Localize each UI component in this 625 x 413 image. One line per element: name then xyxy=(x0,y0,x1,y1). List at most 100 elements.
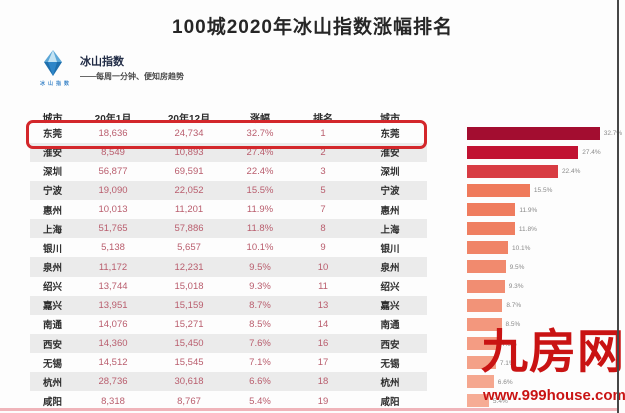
cell-rank: 17 xyxy=(317,357,329,369)
cell-rank: 9 xyxy=(320,242,326,254)
cell-city: 咸阳 xyxy=(42,397,62,409)
iceberg-index-logo: 冰山指数 冰山指数 ——每周一分钟、便知房趋势 xyxy=(34,47,254,95)
cell-dec-price: 5,657 xyxy=(177,242,201,254)
cell-chart-city: 东莞 xyxy=(380,129,400,141)
table-row: 嘉兴 13,951 15,159 8.7% 13 嘉兴 xyxy=(30,295,427,315)
table-row: 银川 5,138 5,657 10.1% 9 银川 xyxy=(30,238,427,257)
cell-jan-price: 14,512 xyxy=(98,357,128,369)
bar-南通 xyxy=(467,317,502,331)
table-row: 东莞 18,636 24,734 32.7% 1 东莞 xyxy=(30,124,427,143)
cell-rank: 18 xyxy=(317,376,329,388)
table-row: 宁波 19,090 22,052 15.5% 5 宁波 xyxy=(30,180,427,201)
cell-city: 泉州 xyxy=(42,263,62,275)
bar-value-label: 5.4% xyxy=(492,397,508,405)
right-edge-line xyxy=(617,0,619,413)
cell-increase-pct: 15.5% xyxy=(246,184,274,196)
table-row: 南通 14,076 15,271 8.5% 14 南通 xyxy=(30,315,427,334)
cell-chart-city: 淮安 xyxy=(380,148,400,160)
cell-rank: 2 xyxy=(320,146,326,158)
table-row: 惠州 10,013 11,201 11.9% 7 惠州 xyxy=(30,200,427,219)
cell-rank: 19 xyxy=(317,395,329,407)
bar-value-label: 8.5% xyxy=(505,321,521,329)
cell-increase-pct: 7.1% xyxy=(249,357,271,369)
cell-city: 淮安 xyxy=(42,148,62,160)
bar-value-label: 10.1% xyxy=(512,244,531,252)
cell-jan-price: 19,090 xyxy=(98,184,128,196)
cell-increase-pct: 9.3% xyxy=(249,280,271,292)
bar-value-label: 32.7% xyxy=(603,130,623,137)
cell-chart-city: 西安 xyxy=(380,339,400,351)
logo-tagline: ——每周一分钟、便知房趋势 xyxy=(80,72,184,81)
cell-chart-city: 宁波 xyxy=(380,186,400,198)
cell-chart-city: 泉州 xyxy=(380,263,400,275)
cell-chart-city: 深圳 xyxy=(380,167,400,179)
cell-increase-pct: 32.7% xyxy=(246,127,274,139)
table-row: 绍兴 13,744 15,018 9.3% 11 绍兴 xyxy=(30,277,427,296)
column-header-chart-city: 城市 xyxy=(380,114,400,126)
cell-jan-price: 11,172 xyxy=(98,261,128,273)
cell-dec-price: 11,201 xyxy=(174,204,204,216)
bar-value-label: 6.6% xyxy=(497,378,513,386)
bar-宁波 xyxy=(467,183,530,197)
logo-caption: 冰山指数 xyxy=(39,81,72,87)
cell-chart-city: 嘉兴 xyxy=(380,301,400,313)
cell-dec-price: 22,052 xyxy=(174,184,204,196)
cell-dec-price: 10,893 xyxy=(174,146,204,158)
bar-东莞 xyxy=(467,126,600,140)
bar-value-label: 22.4% xyxy=(561,168,581,176)
bar-value-label: 27.4% xyxy=(582,149,601,157)
cell-jan-price: 8,549 xyxy=(101,146,125,158)
bar-淮安 xyxy=(467,145,579,159)
bar-value-label: 8.7% xyxy=(506,302,522,310)
cell-jan-price: 13,744 xyxy=(98,280,128,292)
column-header-pct: 涨幅 xyxy=(250,114,270,126)
cell-increase-pct: 11.9% xyxy=(246,204,274,216)
cell-rank: 16 xyxy=(317,338,329,350)
column-header-dec: 20年12月 xyxy=(167,114,211,126)
cell-dec-price: 69,591 xyxy=(174,165,204,177)
cell-rank: 7 xyxy=(320,204,326,216)
cell-jan-price: 10,013 xyxy=(98,204,128,216)
cell-increase-pct: 6.6% xyxy=(249,376,271,388)
cell-chart-city: 惠州 xyxy=(380,205,400,217)
cell-rank: 8 xyxy=(320,223,326,235)
cell-jan-price: 51,765 xyxy=(98,223,128,235)
cell-increase-pct: 11.8% xyxy=(246,223,274,235)
cell-increase-pct: 8.7% xyxy=(249,299,271,311)
cell-city: 绍兴 xyxy=(42,282,62,294)
bar-泉州 xyxy=(467,260,506,274)
column-header-jan: 20年1月 xyxy=(94,114,132,126)
cell-chart-city: 南通 xyxy=(380,320,400,332)
table-row: 杭州 28,736 30,618 6.6% 18 杭州 xyxy=(30,372,427,392)
cell-dec-price: 15,450 xyxy=(174,338,204,350)
bar-西安 xyxy=(467,337,498,351)
page-title: 100城2020年冰山指数涨幅排名 xyxy=(172,17,453,38)
bar-value-label: 11.8% xyxy=(518,225,537,233)
cell-rank: 5 xyxy=(320,184,326,196)
cell-city: 银川 xyxy=(42,243,62,255)
bar-杭州 xyxy=(467,375,494,389)
table-row: 泉州 11,172 12,231 9.5% 10 泉州 xyxy=(30,257,427,277)
cell-dec-price: 12,231 xyxy=(174,261,204,273)
table-header: 城市 20年1月 20年12月 涨幅 排名 城市 xyxy=(30,108,427,127)
bar-深圳 xyxy=(467,164,558,178)
bar-value-label: 9.5% xyxy=(509,263,525,271)
cell-jan-price: 13,951 xyxy=(98,299,128,311)
cell-jan-price: 18,636 xyxy=(98,127,128,139)
cell-chart-city: 银川 xyxy=(380,243,400,255)
logo-brand-name: 冰山指数 xyxy=(80,56,124,68)
cell-city: 西安 xyxy=(42,339,62,351)
column-header-rank: 排名 xyxy=(313,114,333,126)
bar-惠州 xyxy=(467,203,516,217)
cell-dec-price: 24,734 xyxy=(174,127,204,139)
cell-city: 深圳 xyxy=(42,167,62,179)
bar-value-label: 9.3% xyxy=(508,283,524,291)
bar-无锡 xyxy=(467,356,496,370)
cell-chart-city: 咸阳 xyxy=(380,397,400,409)
cell-chart-city: 杭州 xyxy=(380,377,400,389)
table-row: 深圳 56,877 69,591 22.4% 3 深圳 xyxy=(30,162,427,181)
cell-city: 宁波 xyxy=(42,186,62,198)
cell-increase-pct: 5.4% xyxy=(249,395,271,407)
cell-increase-pct: 7.6% xyxy=(249,338,271,350)
